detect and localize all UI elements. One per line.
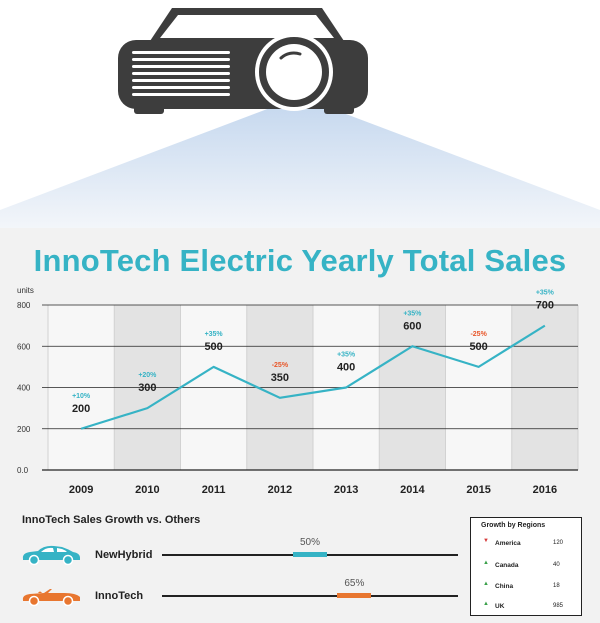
- change-label: +35%: [403, 310, 422, 317]
- region-value: 985: [553, 603, 564, 609]
- value-label: 500: [469, 341, 487, 353]
- x-tick-label: 2009: [69, 484, 93, 496]
- y-axis-label: units: [17, 286, 34, 295]
- x-tick-label: 2011: [202, 484, 226, 496]
- projector-illustration: [0, 8, 600, 228]
- y-tick-label: 0.0: [17, 466, 29, 475]
- page-title: InnoTech Electric Yearly Total Sales: [33, 243, 567, 278]
- light-beam: [0, 108, 600, 228]
- x-tick-label: 2014: [400, 484, 425, 496]
- value-label: 700: [536, 300, 554, 312]
- y-tick-label: 400: [17, 384, 31, 393]
- regions-title: Growth by Regions: [481, 522, 546, 529]
- comparison-label-innotech: InnoTech: [95, 590, 144, 602]
- value-label: 400: [337, 362, 355, 374]
- y-tick-label: 600: [17, 342, 31, 351]
- trend-arrow-icon: ▲: [483, 560, 489, 566]
- comparison-title: InnoTech Sales Growth vs. Others: [22, 514, 201, 526]
- regions-panel: Growth by Regions ▼ America 120 ▲ Canada…: [470, 517, 582, 616]
- sales-line-chart: 0.0 200 400 600 800 units +10% 200 2009 +20% 300 20…: [17, 286, 579, 496]
- change-label: +10%: [72, 393, 91, 400]
- region-value: 40: [553, 562, 560, 568]
- value-label: 600: [403, 320, 421, 332]
- trend-arrow-icon: ▲: [483, 581, 489, 587]
- change-label: +35%: [536, 290, 555, 297]
- x-tick-label: 2012: [268, 484, 292, 496]
- comparison-track-innotech: [162, 595, 458, 597]
- y-tick-label: 800: [17, 301, 31, 310]
- trend-arrow-icon: ▼: [483, 538, 489, 544]
- value-label: 200: [72, 403, 90, 415]
- projector-icon: [118, 8, 368, 114]
- x-tick-label: 2010: [135, 484, 159, 496]
- trend-arrow-icon: ▲: [483, 601, 489, 607]
- region-row: ▲ Canada 40: [471, 560, 583, 570]
- value-label: 350: [271, 372, 289, 384]
- region-row: ▲ China 18: [471, 581, 583, 591]
- value-label: 500: [204, 341, 222, 353]
- convertible-car-icon: [22, 589, 80, 607]
- change-label: -25%: [272, 362, 289, 369]
- y-tick-label: 200: [17, 425, 31, 434]
- comparison-bar-newhybrid: [293, 552, 327, 557]
- comparison-percent-newhybrid: 50%: [299, 537, 320, 548]
- region-name: America: [495, 540, 521, 547]
- change-label: +35%: [205, 331, 224, 338]
- x-tick-label: 2015: [466, 484, 490, 496]
- change-label: +20%: [138, 372, 157, 379]
- region-value: 18: [553, 583, 560, 589]
- region-row: ▼ America 120: [471, 538, 583, 548]
- change-label: +35%: [337, 352, 356, 359]
- region-name: Canada: [495, 562, 519, 569]
- car-icon: [22, 545, 80, 566]
- x-tick-label: 2016: [533, 484, 557, 496]
- comparison-percent-innotech: 65%: [344, 578, 365, 589]
- change-label: -25%: [470, 331, 487, 338]
- x-tick-label: 2013: [334, 484, 358, 496]
- comparison-bar-innotech: [337, 593, 372, 598]
- region-row: ▲ UK 985: [471, 601, 583, 611]
- region-name: UK: [495, 603, 505, 610]
- sales-line: [80, 324, 546, 430]
- region-name: China: [495, 583, 514, 590]
- value-label: 300: [138, 382, 156, 394]
- comparison-label-newhybrid: NewHybrid: [95, 549, 153, 561]
- region-value: 120: [553, 540, 564, 546]
